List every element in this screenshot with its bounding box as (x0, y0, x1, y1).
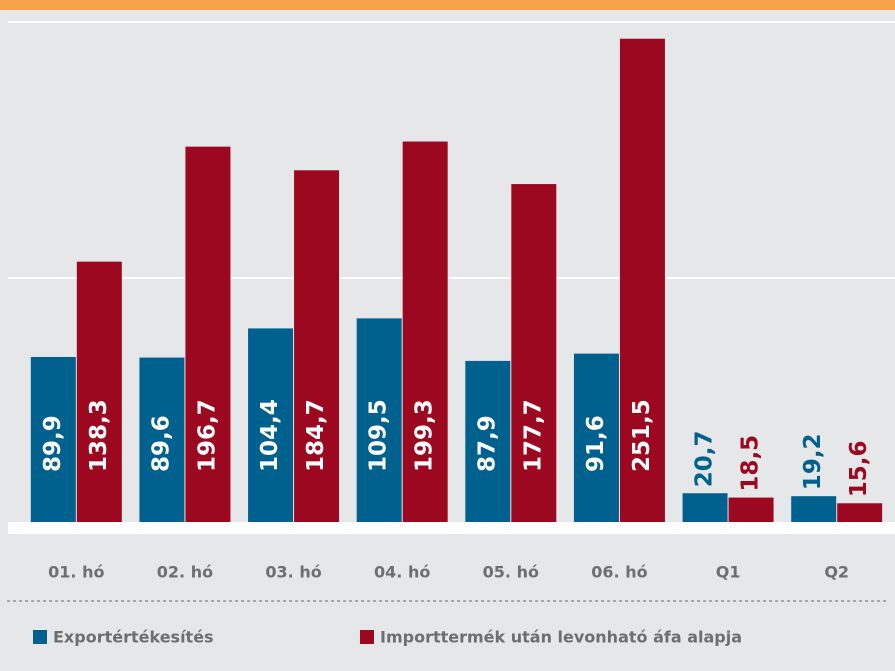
value-label: 177,7 (520, 399, 546, 472)
value-label: 251,5 (629, 399, 655, 472)
value-label: 196,7 (194, 399, 220, 472)
legend-swatch (33, 630, 47, 644)
x-tick-label: 06. hó (591, 563, 647, 582)
bar (139, 357, 185, 534)
bar (30, 356, 76, 534)
value-label: 15,6 (846, 441, 872, 498)
x-tick-label: 02. hó (157, 563, 213, 582)
legend-swatch (360, 630, 374, 644)
value-label: 18,5 (738, 435, 764, 492)
x-tick-label: 01. hó (48, 563, 104, 582)
value-label: 199,3 (412, 399, 438, 472)
bar (465, 360, 511, 534)
bar (76, 261, 122, 534)
value-label: 19,2 (800, 433, 826, 490)
bar (511, 184, 557, 534)
value-label: 138,3 (86, 399, 112, 472)
value-label: 104,4 (257, 399, 283, 472)
value-label: 89,6 (148, 415, 174, 472)
bar (185, 146, 231, 534)
bar (248, 328, 294, 534)
bar (294, 170, 340, 534)
bar (573, 353, 619, 534)
bar (356, 318, 402, 534)
value-label: 20,7 (692, 430, 718, 487)
plot-area (8, 21, 895, 535)
labels: 01. hó 89,9 138,3 02. hó 89,6 196,7 03. hó 104,… (33, 399, 872, 647)
value-label: 184,7 (303, 399, 329, 472)
axis-strip (8, 522, 895, 534)
value-label: 87,9 (474, 415, 500, 472)
value-label: 91,6 (583, 415, 609, 472)
legend-label: Exportértékesítés (53, 628, 214, 647)
bar (619, 38, 665, 534)
value-label: 109,5 (366, 399, 392, 472)
legend-label: Importtermék után levonható áfa alapja (380, 628, 742, 647)
x-tick-label: 03. hó (265, 563, 321, 582)
x-tick-label: Q2 (824, 563, 849, 582)
top-band (0, 0, 895, 10)
x-tick-label: 04. hó (374, 563, 430, 582)
bar (402, 141, 448, 535)
x-tick-label: Q1 (716, 563, 741, 582)
value-label: 89,9 (40, 415, 66, 472)
x-tick-label: 05. hó (483, 563, 539, 582)
